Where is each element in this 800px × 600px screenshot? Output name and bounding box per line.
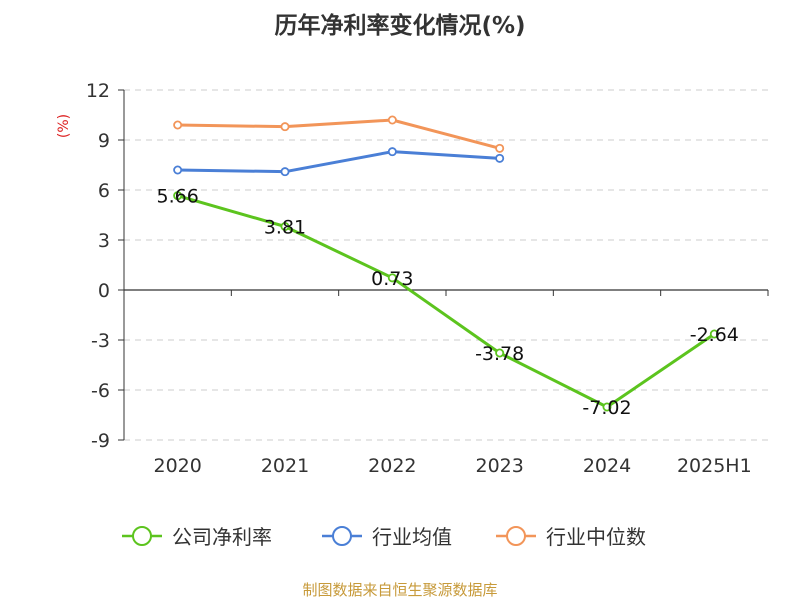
legend-marker <box>506 526 526 546</box>
grid-lines <box>124 89 768 441</box>
chart-title: 历年净利率变化情况(%) <box>274 12 525 39</box>
y-tick-label: 3 <box>98 230 110 252</box>
axes: 12 9 6 3 0 -3 -6 -9 2020 2021 2022 2023 2024 2025H1 <box>86 80 769 477</box>
data-label: -2.64 <box>690 324 739 346</box>
data-point <box>173 191 183 201</box>
x-tick-label: 2020 <box>153 455 201 477</box>
legend-marker <box>332 526 352 546</box>
series-industry-median <box>173 115 505 153</box>
data-point <box>280 221 290 231</box>
x-tick-label: 2025H1 <box>677 455 752 477</box>
y-tick-label: -3 <box>91 330 110 352</box>
x-tick-label: 2024 <box>583 455 631 477</box>
y-tick-label: 9 <box>98 130 110 152</box>
data-label: -7.02 <box>582 397 631 419</box>
data-point <box>173 120 183 130</box>
legend-marker <box>132 526 152 546</box>
y-tick-label: 6 <box>98 180 110 202</box>
data-labels: 5.66 3.81 0.73 -3.78 -7.02 -2.64 <box>157 186 739 419</box>
data-point <box>495 153 505 163</box>
data-point <box>495 348 505 358</box>
data-point <box>387 147 397 157</box>
data-label: 3.81 <box>264 217 306 239</box>
y-tick-label: 12 <box>86 80 110 102</box>
x-tick-label: 2023 <box>475 455 523 477</box>
x-tick-label: 2022 <box>368 455 416 477</box>
y-tick-label: -9 <box>91 430 110 452</box>
y-axis-label: (%) <box>56 114 72 138</box>
data-point <box>602 402 612 412</box>
series-line <box>177 194 716 409</box>
y-tick-label: -6 <box>91 380 110 402</box>
legend-label: 公司净利率 <box>172 525 272 549</box>
legend-label: 行业中位数 <box>546 525 646 549</box>
legend-label: 行业均值 <box>372 525 452 549</box>
legend-item: 公司净利率 <box>122 525 272 549</box>
data-label: 0.73 <box>371 268 413 290</box>
y-tick-label: 0 <box>98 280 110 302</box>
series-industry-average <box>173 147 505 177</box>
series-company <box>173 191 719 412</box>
data-point <box>173 165 183 175</box>
data-label: -3.78 <box>475 343 524 365</box>
data-point <box>280 122 290 132</box>
data-point <box>709 329 719 339</box>
data-point <box>495 143 505 153</box>
legend-item: 行业均值 <box>322 525 452 549</box>
x-tick-label: 2021 <box>261 455 309 477</box>
series-line <box>177 150 500 174</box>
legend: 公司净利率 行业均值 行业中位数 <box>122 525 646 549</box>
data-point <box>387 115 397 125</box>
data-label: 5.66 <box>157 186 199 208</box>
data-point <box>280 167 290 177</box>
series-line <box>177 118 501 150</box>
data-point <box>387 273 397 283</box>
series <box>173 115 719 412</box>
legend-item: 行业中位数 <box>496 525 646 549</box>
source-note: 制图数据来自恒生聚源数据库 <box>302 581 497 599</box>
